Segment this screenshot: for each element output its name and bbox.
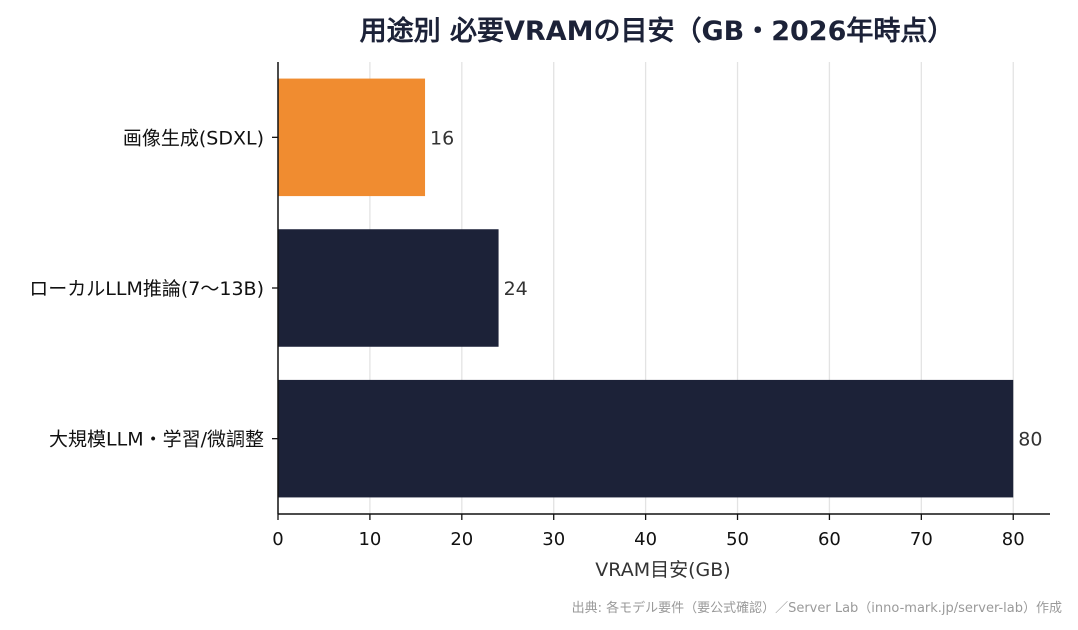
bar-group: [278, 78, 1014, 498]
value-label-0: 16: [430, 127, 454, 149]
category-label-0: 画像生成(SDXL): [123, 127, 264, 149]
x-tick-label-0: 0: [272, 529, 283, 550]
x-tick-label-30: 30: [542, 529, 565, 550]
category-label-2: 大規模LLM・学習/微調整: [49, 429, 264, 451]
value-label-1: 24: [504, 278, 528, 300]
x-axis-label: VRAM目安(GB): [595, 559, 730, 581]
labels: 画像生成(SDXL) 16 ローカルLLM推論(7〜13B) 24 大規模LLM・学習/…: [29, 127, 1042, 550]
x-tick-label-20: 20: [450, 529, 473, 550]
x-tick-label-10: 10: [358, 529, 381, 550]
x-tick-label-70: 70: [910, 529, 933, 550]
value-label-2: 80: [1018, 429, 1042, 451]
grid-lines: [369, 62, 1014, 514]
category-label-1: ローカルLLM推論(7〜13B): [29, 278, 264, 300]
axes: [272, 62, 1050, 520]
x-tick-label-80: 80: [1002, 529, 1025, 550]
x-tick-label-50: 50: [726, 529, 749, 550]
source-note: 出典: 各モデル要件（要公式確認）／Server Lab（inno-mark.j…: [572, 600, 1062, 616]
chart-title: 用途別 必要VRAMの目安（GB・2026年時点）: [360, 15, 955, 47]
x-tick-label-60: 60: [818, 529, 841, 550]
bar-1: [278, 229, 499, 347]
bar-0: [278, 78, 426, 197]
bar-2: [278, 379, 1014, 498]
x-tick-label-40: 40: [634, 529, 657, 550]
